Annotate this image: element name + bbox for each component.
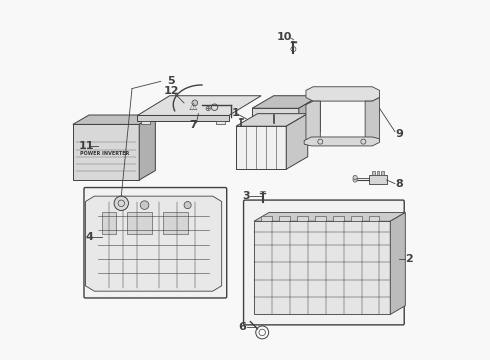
Polygon shape: [139, 115, 155, 180]
Polygon shape: [390, 212, 405, 315]
Polygon shape: [368, 216, 379, 221]
Polygon shape: [365, 98, 379, 144]
Text: 12: 12: [164, 86, 179, 96]
Text: ⊕: ⊕: [204, 104, 211, 113]
Circle shape: [114, 196, 128, 211]
Polygon shape: [73, 125, 139, 180]
Polygon shape: [304, 137, 379, 146]
Polygon shape: [193, 112, 202, 119]
Text: POWER INVERTER: POWER INVERTER: [80, 151, 129, 156]
Polygon shape: [297, 216, 308, 221]
Polygon shape: [236, 126, 286, 169]
Polygon shape: [85, 196, 221, 291]
Text: 5: 5: [168, 76, 175, 86]
Polygon shape: [351, 216, 362, 221]
Polygon shape: [377, 171, 379, 175]
Text: 2: 2: [405, 254, 413, 264]
Polygon shape: [252, 108, 299, 144]
Polygon shape: [254, 212, 405, 221]
Polygon shape: [137, 116, 229, 121]
Polygon shape: [306, 87, 379, 101]
Polygon shape: [333, 216, 343, 221]
Circle shape: [184, 202, 191, 209]
Text: 11: 11: [79, 141, 94, 151]
Polygon shape: [163, 212, 188, 234]
Polygon shape: [252, 96, 320, 108]
Polygon shape: [137, 96, 261, 116]
Polygon shape: [216, 121, 225, 125]
Text: 7: 7: [189, 121, 197, 130]
Polygon shape: [126, 212, 152, 234]
Polygon shape: [372, 171, 375, 175]
Polygon shape: [299, 96, 320, 144]
Text: 3: 3: [242, 191, 250, 201]
Polygon shape: [141, 121, 150, 125]
Polygon shape: [306, 101, 320, 144]
Circle shape: [192, 100, 197, 106]
Polygon shape: [73, 115, 155, 125]
Text: 9: 9: [395, 129, 403, 139]
Polygon shape: [381, 171, 384, 175]
Text: 1: 1: [232, 108, 240, 118]
Polygon shape: [101, 212, 116, 234]
FancyBboxPatch shape: [84, 188, 227, 298]
FancyBboxPatch shape: [244, 200, 404, 325]
Polygon shape: [279, 216, 290, 221]
Text: ⚠: ⚠: [189, 102, 197, 112]
Text: 6: 6: [239, 322, 246, 332]
Polygon shape: [236, 114, 308, 126]
Polygon shape: [368, 175, 387, 184]
Polygon shape: [286, 114, 308, 169]
Text: 4: 4: [85, 232, 93, 242]
Text: 8: 8: [395, 179, 403, 189]
Text: 10: 10: [277, 32, 292, 42]
Polygon shape: [254, 221, 390, 315]
Circle shape: [353, 178, 357, 182]
Circle shape: [140, 201, 149, 210]
Polygon shape: [315, 216, 326, 221]
Circle shape: [353, 175, 357, 180]
Polygon shape: [261, 216, 272, 221]
